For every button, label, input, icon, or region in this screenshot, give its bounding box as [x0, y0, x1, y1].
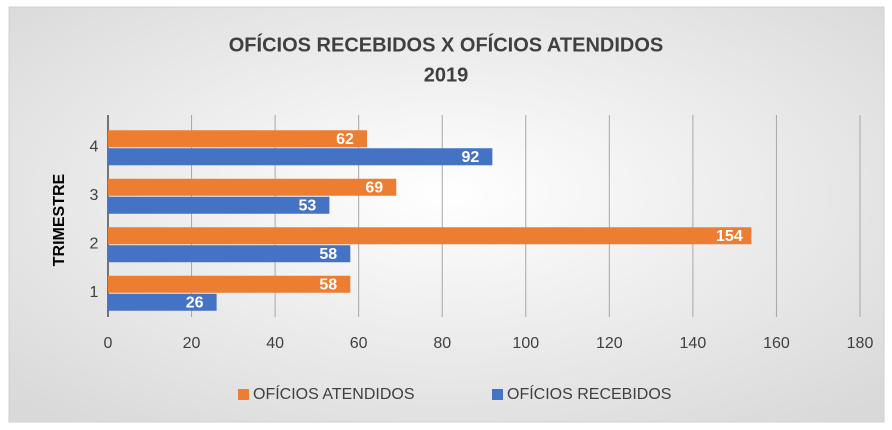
y-tick-label: 4: [90, 138, 99, 155]
legend-swatch: [238, 389, 249, 400]
bar: [108, 148, 493, 166]
bar: [108, 130, 368, 148]
legend-swatch: [492, 389, 503, 400]
legend-label: OFÍCIOS ATENDIDOS: [253, 384, 415, 403]
legend-label: OFÍCIOS RECEBIDOS: [507, 384, 671, 403]
bar: [108, 293, 217, 311]
data-label: 58: [319, 276, 337, 293]
chart-frame: [8, 6, 885, 423]
x-tick-label: 0: [104, 335, 113, 352]
bar: [108, 178, 397, 196]
y-tick-label: 3: [90, 187, 99, 204]
x-tick-label: 60: [350, 335, 368, 352]
data-label: 92: [461, 149, 479, 166]
y-tick-label: 2: [90, 235, 99, 252]
bar: [108, 227, 752, 245]
y-tick-label: 1: [90, 284, 99, 301]
x-tick-label: 140: [680, 335, 707, 352]
data-label: 69: [365, 179, 383, 196]
bar: [108, 196, 330, 214]
bar: [108, 245, 351, 263]
data-label: 58: [319, 246, 337, 263]
chart-subtitle: 2019: [424, 64, 469, 86]
x-tick-label: 40: [266, 335, 284, 352]
x-tick-label: 100: [512, 335, 539, 352]
data-label: 154: [716, 228, 743, 245]
data-label: 62: [336, 131, 354, 148]
x-tick-label: 160: [763, 335, 790, 352]
data-label: 26: [186, 294, 204, 311]
data-label: 53: [299, 197, 317, 214]
bar: [108, 275, 351, 293]
chart-title: OFÍCIOS RECEBIDOS X OFÍCIOS ATENDIDOS: [229, 33, 663, 56]
x-tick-label: 20: [183, 335, 201, 352]
x-tick-label: 180: [847, 335, 874, 352]
x-tick-label: 80: [433, 335, 451, 352]
y-axis-label: TRIMESTRE: [51, 173, 68, 266]
x-tick-label: 120: [596, 335, 623, 352]
